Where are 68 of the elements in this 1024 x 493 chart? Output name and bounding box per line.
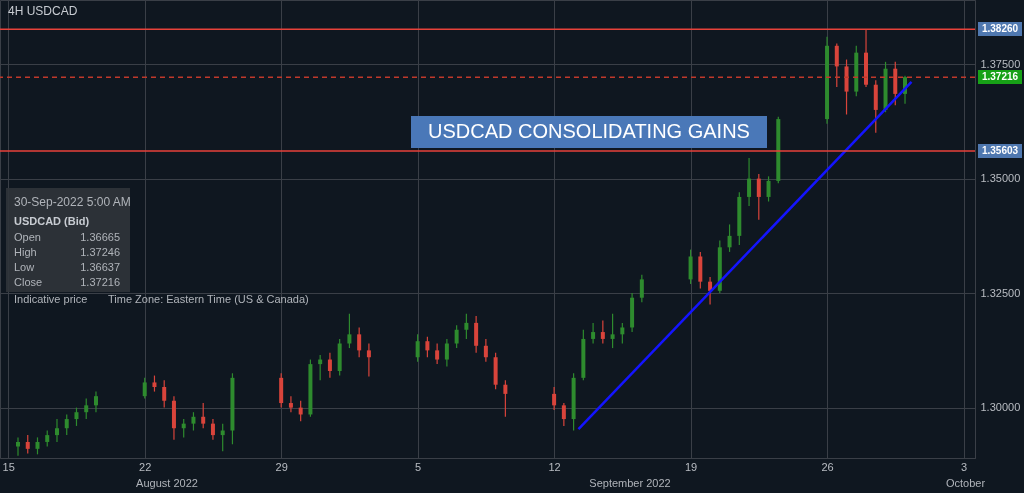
x-tick-label: 19 xyxy=(684,460,698,473)
x-tick-label: 12 xyxy=(548,460,561,473)
annotation: Indicative price xyxy=(14,293,88,305)
y-tick-label: 1.30000 xyxy=(980,401,1021,414)
candlestick xyxy=(347,313,352,349)
candlestick xyxy=(552,386,557,411)
annotation: 1.37216 xyxy=(80,276,120,288)
candlestick xyxy=(74,407,79,427)
x-tick-label: 26 xyxy=(821,460,834,473)
candlestick xyxy=(25,434,30,455)
annotation: Time Zone: Eastern Time (US & Canada) xyxy=(108,293,309,305)
candlestick xyxy=(435,342,440,365)
y-tick-label: 1.37500 xyxy=(980,57,1021,70)
candlestick xyxy=(503,379,508,418)
candlestick xyxy=(425,336,430,358)
candlestick xyxy=(54,418,59,443)
chart-title: 4H USDCAD xyxy=(8,4,78,18)
candlestick xyxy=(64,413,69,436)
text: August 2022 xyxy=(136,477,198,489)
annotation: 30-Sep-2022 5:00 AM xyxy=(14,195,131,209)
candlestick xyxy=(162,379,167,409)
annotation: USDCAD (Bid) xyxy=(14,215,90,227)
annotation: Low xyxy=(14,261,35,273)
candlestick xyxy=(483,338,488,363)
x-tick-label: 29 xyxy=(275,460,288,473)
candlestick xyxy=(201,402,206,429)
annotation: Open xyxy=(14,231,41,243)
candlestick xyxy=(16,436,20,457)
candlestick xyxy=(288,395,293,413)
annotation: 1.37246 xyxy=(80,246,120,258)
candlestick xyxy=(357,326,362,358)
text: October xyxy=(946,477,986,489)
candlestick xyxy=(210,418,215,441)
x-tick-label: 15 xyxy=(2,460,15,473)
candlestick xyxy=(454,324,459,349)
candlestick xyxy=(834,42,839,88)
candlestick xyxy=(464,313,469,340)
annotation: USDCAD CONSOLIDATING GAINS xyxy=(428,120,750,142)
candlestick xyxy=(756,173,761,221)
annotation: 1.36665 xyxy=(80,231,120,243)
candlestick xyxy=(474,315,479,354)
candlestick xyxy=(610,313,615,349)
candlestick xyxy=(366,342,371,378)
text: September 2022 xyxy=(589,477,671,489)
candlestick xyxy=(327,352,332,379)
x-tick-label: 22 xyxy=(139,460,152,473)
annotation: High xyxy=(14,246,37,258)
y-tick-label: 1.32500 xyxy=(980,286,1021,299)
candlestick xyxy=(444,338,449,367)
candlestick xyxy=(688,249,693,285)
annotation: 1.36637 xyxy=(80,261,120,273)
candlestick xyxy=(600,320,605,345)
candlestick xyxy=(415,333,420,363)
candlestick xyxy=(591,322,596,345)
candlestick xyxy=(561,402,566,427)
candlestick xyxy=(84,397,89,420)
candlestick xyxy=(620,322,625,345)
candlestick xyxy=(747,157,752,207)
candlestick xyxy=(191,411,196,432)
candlestick xyxy=(639,274,644,303)
candlestick xyxy=(93,390,98,413)
candlestick xyxy=(766,175,771,203)
x-tick-label: 5 xyxy=(415,460,422,473)
candlestick xyxy=(142,377,147,400)
annotation: Close xyxy=(14,276,43,288)
y-tick-label: 1.35000 xyxy=(980,172,1021,185)
x-tick-label: 3 xyxy=(960,460,968,473)
candlestick xyxy=(727,223,732,253)
